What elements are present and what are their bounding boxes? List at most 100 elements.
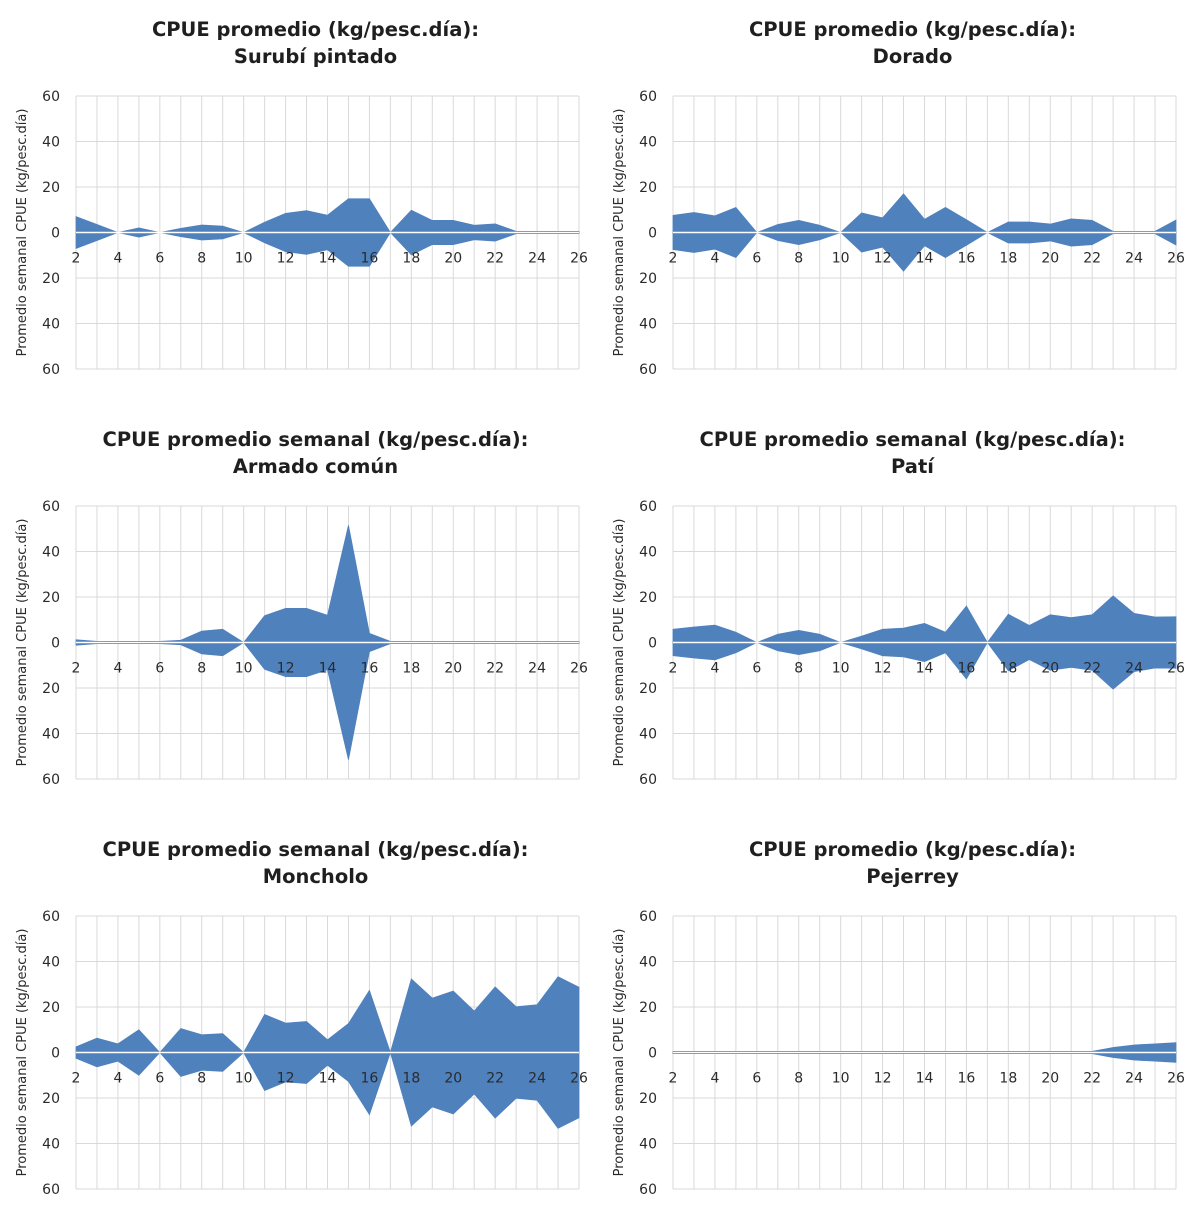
x-tick-label: 12 [277,661,295,677]
chart-svg: CPUE promedio semanal (kg/pesc.día): Monc… [15,838,588,1198]
x-tick-label: 20 [1041,661,1059,677]
y-tick-label: 60 [42,1182,60,1198]
x-tick-label: 14 [319,1071,337,1087]
y-tick-label: 20 [42,271,60,287]
x-tick-label: 26 [1167,661,1185,677]
x-tick-label: 18 [999,1071,1017,1087]
x-tick-label: 2 [72,251,81,267]
y-tick-label: 40 [639,955,657,971]
y-tick-label: 0 [51,1046,60,1062]
y-axis-label: Promedio semanal CPUE (kg/pesc.día) [612,929,627,1177]
y-tick-label: 60 [42,362,60,378]
x-tick-label: 4 [710,251,719,267]
x-tick-label: 8 [794,251,803,267]
chart-svg: CPUE promedio (kg/pesc.día): Surubí pinta… [15,18,588,378]
chart-title-line: CPUE promedio semanal (kg/pesc.día): [700,428,1126,451]
x-tick-label: 20 [1041,251,1059,267]
x-tick-label: 10 [235,251,253,267]
x-tick-label: 6 [155,251,164,267]
y-tick-label: 20 [42,590,60,606]
x-tick-label: 8 [794,1071,803,1087]
chart-moncholo: CPUE promedio semanal (kg/pesc.día): Monc… [0,820,597,1217]
x-tick-label: 2 [669,661,678,677]
x-tick-label: 26 [570,251,588,267]
x-tick-label: 18 [402,661,420,677]
x-tick-label: 12 [874,1071,892,1087]
x-tick-label: 14 [916,1071,934,1087]
x-tick-label: 6 [752,661,761,677]
x-tick-label: 16 [958,251,976,267]
x-tick-label: 6 [752,251,761,267]
chart-title-line: CPUE promedio (kg/pesc.día): [749,18,1076,41]
x-tick-label: 4 [710,1071,719,1087]
x-tick-label: 2 [669,1071,678,1087]
chart-title-line: Armado común [233,455,398,478]
x-tick-label: 20 [1041,1071,1059,1087]
y-tick-label: 20 [639,180,657,196]
y-tick-label: 60 [42,499,60,515]
chart-title-line: CPUE promedio semanal (kg/pesc.día): [103,838,529,861]
chart-svg: CPUE promedio semanal (kg/pesc.día): Arma… [15,428,588,788]
x-tick-label: 14 [319,251,337,267]
y-tick-label: 60 [42,909,60,925]
y-tick-label: 60 [639,909,657,925]
y-tick-label: 20 [639,271,657,287]
x-tick-label: 10 [235,661,253,677]
x-tick-label: 24 [528,251,546,267]
x-tick-label: 8 [197,251,206,267]
x-tick-label: 4 [710,661,719,677]
x-tick-label: 12 [874,251,892,267]
x-tick-label: 14 [916,251,934,267]
x-tick-label: 16 [958,661,976,677]
y-tick-label: 40 [639,317,657,333]
x-tick-label: 16 [361,1071,379,1087]
x-tick-label: 22 [486,251,504,267]
y-tick-label: 20 [42,1000,60,1016]
x-tick-label: 26 [1167,1071,1185,1087]
x-tick-label: 20 [444,251,462,267]
x-tick-label: 22 [1083,251,1101,267]
x-tick-label: 26 [570,1071,588,1087]
x-tick-label: 4 [113,1071,122,1087]
chart-svg: CPUE promedio (kg/pesc.día):Pejerrey6040… [612,838,1185,1198]
y-tick-label: 40 [42,545,60,561]
x-tick-label: 6 [155,661,164,677]
x-tick-label: 22 [1083,661,1101,677]
y-tick-label: 20 [42,180,60,196]
chart-title-line: Surubí pintado [234,45,397,68]
y-tick-label: 40 [639,1137,657,1153]
y-tick-label: 40 [42,727,60,743]
chart-dorado: CPUE promedio (kg/pesc.día): Dorado 60 40 20… [597,0,1194,397]
y-tick-label: 40 [42,955,60,971]
x-tick-label: 10 [832,1071,850,1087]
chart-title-line: CPUE promedio (kg/pesc.día): [152,18,479,41]
y-tick-label: 40 [639,545,657,561]
x-tick-label: 16 [958,1071,976,1087]
y-tick-label: 60 [639,362,657,378]
x-tick-label: 16 [361,251,379,267]
x-tick-label: 2 [669,251,678,267]
x-tick-label: 12 [874,661,892,677]
y-axis-label: Promedio semanal CPUE (kg/pesc.día) [612,519,627,767]
y-tick-label: 40 [42,317,60,333]
x-tick-label: 10 [235,1071,253,1087]
x-tick-label: 24 [528,1071,546,1087]
y-tick-label: 40 [42,135,60,151]
y-tick-label: 60 [639,499,657,515]
x-tick-label: 10 [832,251,850,267]
y-tick-label: 20 [42,1091,60,1107]
y-tick-label: 60 [639,1182,657,1198]
x-tick-label: 8 [197,1071,206,1087]
chart-pejerrey: CPUE promedio (kg/pesc.día): Pejerrey 60 40… [597,820,1194,1217]
chart-title-line: Moncholo [263,865,369,888]
x-tick-label: 20 [444,661,462,677]
y-tick-label: 20 [639,1091,657,1107]
x-tick-label: 18 [402,251,420,267]
x-tick-label: 24 [1125,251,1143,267]
y-axis-label: Promedio semanal CPUE (kg/pesc.día) [15,519,30,767]
chart-title-line: Pejerrey [866,865,959,888]
x-tick-label: 18 [402,1071,420,1087]
chart-title-line: Dorado [873,45,953,68]
y-axis-label: Promedio semanal CPUE (kg/pesc.día) [15,929,30,1177]
x-tick-label: 4 [113,251,122,267]
